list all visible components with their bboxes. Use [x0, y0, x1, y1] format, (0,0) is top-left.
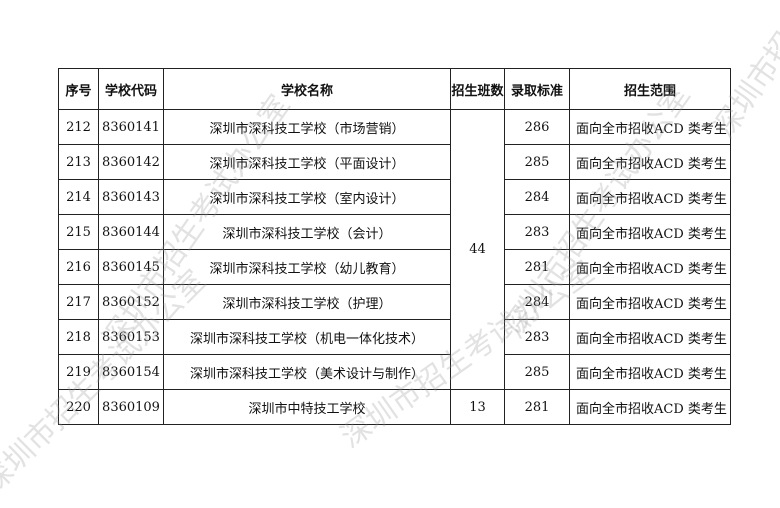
- cell-code: 8360153: [98, 319, 164, 355]
- cell-scope: 面向全市招收ACD 类考生: [569, 319, 731, 355]
- cell-code: 8360154: [98, 354, 164, 390]
- cell-score: 284: [504, 179, 570, 215]
- header-scope: 招生范围: [569, 68, 731, 110]
- cell-scope: 面向全市招收ACD 类考生: [569, 144, 731, 180]
- cell-score: 281: [504, 389, 570, 425]
- cell-name: 深圳市深科技工学校（美术设计与制作）: [163, 354, 451, 390]
- cell-no: 216: [58, 249, 99, 285]
- header-classes: 招生班数: [450, 68, 505, 110]
- cell-score: 283: [504, 214, 570, 250]
- header-code: 学校代码: [98, 68, 164, 110]
- cell-code: 8360144: [98, 214, 164, 250]
- cell-name: 深圳市深科技工学校（幼儿教育）: [163, 249, 451, 285]
- table-row: 217 8360152 深圳市深科技工学校（护理） 284 面向全市招收ACD 类考生: [58, 284, 731, 320]
- cell-scope: 面向全市招收ACD 类考生: [569, 179, 731, 215]
- cell-code: 8360145: [98, 249, 164, 285]
- cell-scope: 面向全市招收ACD 类考生: [569, 284, 731, 320]
- cell-scope: 面向全市招收ACD 类考生: [569, 109, 731, 145]
- cell-no: 212: [58, 109, 99, 145]
- cell-no: 217: [58, 284, 99, 320]
- cell-code: 8360109: [98, 389, 164, 425]
- cell-scope: 面向全市招收ACD 类考生: [569, 214, 731, 250]
- cell-no: 214: [58, 179, 99, 215]
- header-no: 序号: [58, 68, 99, 110]
- table-row: 213 8360142 深圳市深科技工学校（平面设计） 285 面向全市招收ACD 类考…: [58, 144, 731, 180]
- table-row: 218 8360153 深圳市深科技工学校（机电一体化技术） 283 面向全市招收ACD…: [58, 319, 731, 355]
- cell-no: 213: [58, 144, 99, 180]
- cell-classes: 44: [450, 109, 505, 390]
- cell-score: 281: [504, 249, 570, 285]
- table-row: 215 8360144 深圳市深科技工学校（会计） 283 面向全市招收ACD 类考生: [58, 214, 731, 250]
- admission-table: 序号 学校代码 学校名称 招生班数 录取标准 招生范围 212 8360141 深圳…: [58, 68, 731, 425]
- cell-no: 220: [58, 389, 99, 425]
- cell-score: 285: [504, 354, 570, 390]
- cell-name: 深圳市深科技工学校（护理）: [163, 284, 451, 320]
- cell-score: 285: [504, 144, 570, 180]
- table-row: 214 8360143 深圳市深科技工学校（室内设计） 284 面向全市招收ACD 类考…: [58, 179, 731, 215]
- header-score: 录取标准: [504, 68, 570, 110]
- cell-score: 286: [504, 109, 570, 145]
- table-row: 219 8360154 深圳市深科技工学校（美术设计与制作） 285 面向全市招收ACD…: [58, 354, 731, 390]
- cell-name: 深圳市深科技工学校（平面设计）: [163, 144, 451, 180]
- cell-no: 219: [58, 354, 99, 390]
- cell-score: 283: [504, 319, 570, 355]
- cell-name: 深圳市中特技工学校: [163, 389, 451, 425]
- cell-classes: 13: [450, 389, 505, 425]
- cell-name: 深圳市深科技工学校（室内设计）: [163, 179, 451, 215]
- cell-name: 深圳市深科技工学校（机电一体化技术）: [163, 319, 451, 355]
- cell-scope: 面向全市招收ACD 类考生: [569, 354, 731, 390]
- table-row: 212 8360141 深圳市深科技工学校（市场营销） 44 286 面向全市招收ACD …: [58, 109, 731, 390]
- header-name: 学校名称: [163, 68, 451, 110]
- cell-name: 深圳市深科技工学校（会计）: [163, 214, 451, 250]
- cell-name: 深圳市深科技工学校（市场营销）: [163, 109, 451, 145]
- cell-code: 8360141: [98, 109, 164, 145]
- cell-scope: 面向全市招收ACD 类考生: [569, 389, 731, 425]
- cell-code: 8360142: [98, 144, 164, 180]
- cell-code: 8360143: [98, 179, 164, 215]
- cell-no: 218: [58, 319, 99, 355]
- cell-no: 215: [58, 214, 99, 250]
- cell-scope: 面向全市招收ACD 类考生: [569, 249, 731, 285]
- header-row: 序号 学校代码 学校名称 招生班数 录取标准 招生范围: [58, 68, 731, 110]
- cell-code: 8360152: [98, 284, 164, 320]
- table-row: 216 8360145 深圳市深科技工学校（幼儿教育） 281 面向全市招收ACD 类考…: [58, 249, 731, 285]
- table-row: 220 8360109 深圳市中特技工学校 13 281 面向全市招收ACD 类考生: [58, 389, 731, 425]
- cell-score: 284: [504, 284, 570, 320]
